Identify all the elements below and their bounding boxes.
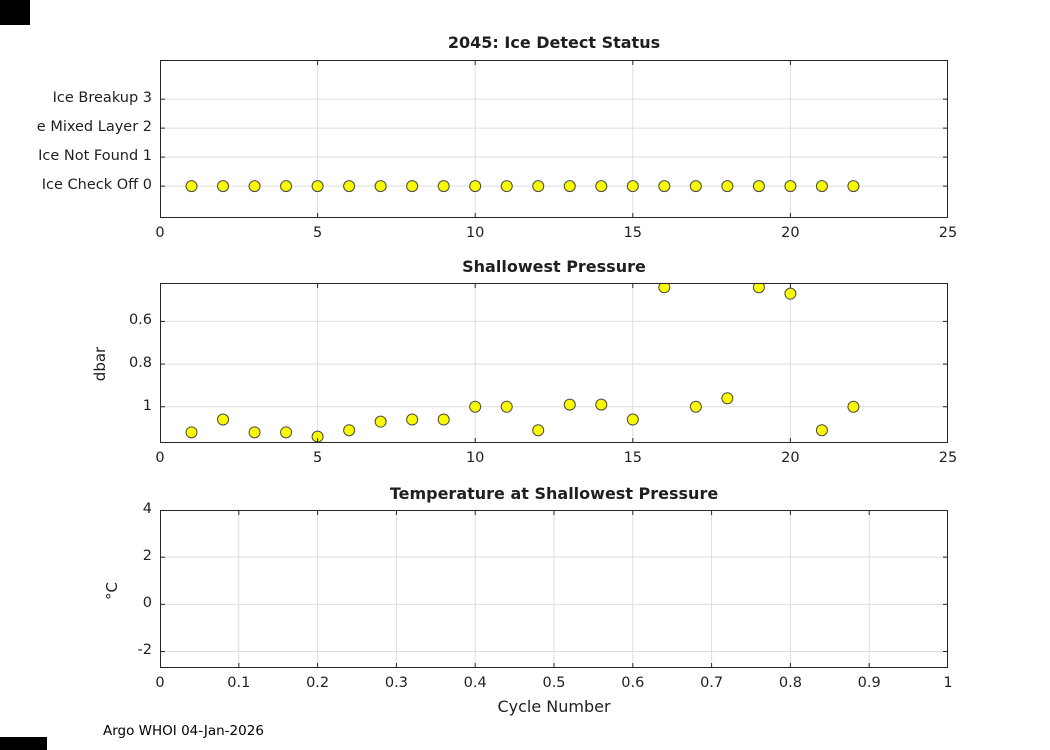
- x-tick-label: 0.6: [621, 675, 645, 691]
- x-tick-label: 0.9: [857, 675, 881, 691]
- plot1-axes: [160, 60, 948, 218]
- x-tick-label: 5: [312, 450, 323, 466]
- plot2-title: Shallowest Pressure: [462, 257, 646, 276]
- x-tick-label: 0.7: [700, 675, 724, 691]
- x-tick-label: 0.1: [227, 675, 251, 691]
- x-tick-label: 0.8: [778, 675, 802, 691]
- y-tick-label: 4: [142, 501, 152, 517]
- figure-footer: Argo WHOI 04-Jan-2026: [103, 723, 264, 739]
- x-tick-label: 10: [465, 450, 485, 466]
- x-tick-label: 25: [938, 225, 958, 241]
- y-tick-label: 0.8: [128, 355, 152, 372]
- y-tick-label: Ice Breakup 3: [52, 90, 152, 107]
- plot3-xlabel: Cycle Number: [497, 697, 611, 716]
- x-tick-label: 0.2: [306, 675, 330, 691]
- x-tick-label: 0: [155, 225, 165, 241]
- y-tick-label: 2: [142, 548, 152, 565]
- x-tick-label: 0: [155, 675, 165, 691]
- y-tick-label: -2: [137, 642, 152, 659]
- plot3-title: Temperature at Shallowest Pressure: [389, 484, 719, 503]
- y-tick-label: e Mixed Layer 2: [36, 119, 152, 136]
- x-tick-label: 15: [623, 450, 643, 466]
- y-tick-label: 1: [142, 397, 152, 414]
- y-tick-label: 0: [142, 595, 152, 612]
- x-tick-label: 1: [943, 675, 953, 691]
- plot2-axes: [160, 283, 948, 443]
- x-tick-label: 20: [781, 225, 800, 241]
- plot1-title: 2045: Ice Detect Status: [447, 33, 661, 52]
- x-tick-label: 0.4: [463, 675, 487, 691]
- x-tick-label: 0.3: [384, 675, 408, 691]
- y-tick-label: Ice Not Found 1: [38, 148, 152, 165]
- x-tick-label: 5: [312, 225, 323, 241]
- x-tick-label: 15: [623, 225, 643, 241]
- y-tick-label: Ice Check Off 0: [41, 177, 152, 194]
- screen-artifact-bottom-left: [0, 737, 47, 750]
- x-tick-label: 0.5: [542, 675, 566, 691]
- x-tick-label: 10: [465, 225, 485, 241]
- x-tick-label: 20: [781, 450, 800, 466]
- screen-artifact-top-left: [0, 0, 30, 25]
- x-tick-label: 25: [938, 450, 958, 466]
- x-tick-label: 0: [155, 450, 165, 466]
- plot3-axes: [160, 510, 948, 668]
- y-tick-label: 0.6: [128, 312, 152, 329]
